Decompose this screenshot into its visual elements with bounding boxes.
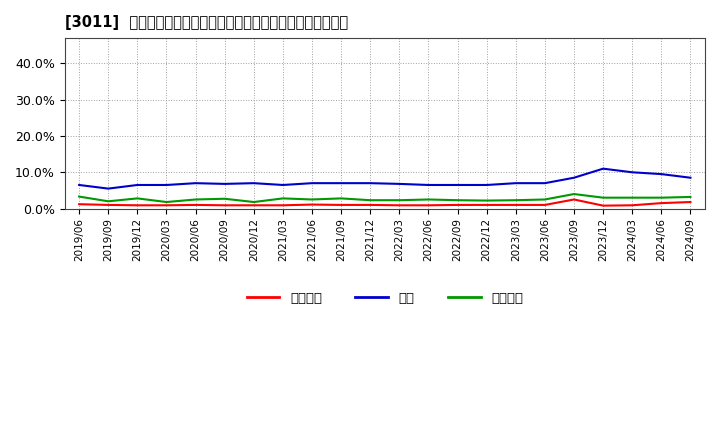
- 売上債権: [366, 202, 374, 208]
- 買入債務: [104, 198, 112, 204]
- 売上債権: [279, 203, 287, 208]
- 在庫: [657, 172, 666, 177]
- 在庫: [133, 182, 142, 187]
- 在庫: [424, 182, 433, 187]
- 買入債務: [454, 198, 462, 203]
- 売上債権: [307, 202, 316, 207]
- 在庫: [307, 180, 316, 186]
- 在庫: [395, 181, 404, 187]
- 在庫: [366, 180, 374, 186]
- 買入債務: [570, 191, 578, 197]
- 売上債権: [104, 202, 112, 208]
- 売上債権: [337, 202, 346, 208]
- 売上債権: [395, 203, 404, 208]
- 買入債務: [482, 198, 491, 203]
- Line: 売上債権: 売上債権: [79, 199, 690, 205]
- 買入債務: [599, 195, 608, 200]
- 買入債務: [162, 199, 171, 205]
- 在庫: [482, 182, 491, 187]
- 買入債務: [366, 198, 374, 203]
- 売上債権: [192, 202, 200, 208]
- 買入債務: [657, 195, 666, 200]
- 在庫: [279, 182, 287, 187]
- 在庫: [162, 182, 171, 187]
- 買入債務: [133, 196, 142, 201]
- 売上債権: [424, 203, 433, 208]
- 買入債務: [424, 197, 433, 202]
- 買入債務: [307, 197, 316, 202]
- Line: 在庫: 在庫: [79, 169, 690, 189]
- Text: [3011]  売上債権、在庫、買入債務の総資産に対する比率の推移: [3011] 売上債権、在庫、買入債務の総資産に対する比率の推移: [65, 15, 348, 30]
- 買入債務: [395, 198, 404, 203]
- 買入債務: [337, 196, 346, 201]
- 買入債務: [628, 195, 636, 200]
- 在庫: [599, 166, 608, 171]
- 在庫: [628, 170, 636, 175]
- 売上債権: [599, 203, 608, 208]
- 売上債権: [628, 203, 636, 208]
- 在庫: [454, 182, 462, 187]
- 買入債務: [686, 194, 695, 200]
- 売上債権: [133, 203, 142, 208]
- 在庫: [192, 180, 200, 186]
- 買入債務: [511, 198, 520, 203]
- 売上債権: [511, 202, 520, 208]
- 売上債権: [541, 202, 549, 208]
- 在庫: [75, 182, 84, 187]
- 売上債権: [686, 199, 695, 205]
- 売上債権: [454, 202, 462, 208]
- 売上債権: [75, 202, 84, 207]
- 買入債務: [541, 197, 549, 202]
- 売上債権: [482, 202, 491, 208]
- Legend: 売上債権, 在庫, 買入債務: 売上債権, 在庫, 買入債務: [241, 287, 528, 310]
- 買入債務: [279, 196, 287, 201]
- 在庫: [104, 186, 112, 191]
- 買入債務: [250, 199, 258, 205]
- 在庫: [250, 180, 258, 186]
- 買入債務: [75, 194, 84, 199]
- 売上債権: [250, 203, 258, 208]
- 売上債権: [570, 197, 578, 202]
- 在庫: [541, 180, 549, 186]
- 在庫: [511, 180, 520, 186]
- 在庫: [337, 180, 346, 186]
- 在庫: [570, 175, 578, 180]
- 買入債務: [192, 197, 200, 202]
- 在庫: [686, 175, 695, 180]
- Line: 買入債務: 買入債務: [79, 194, 690, 202]
- 在庫: [220, 181, 229, 187]
- 売上債権: [162, 203, 171, 208]
- 買入債務: [220, 196, 229, 202]
- 売上債権: [220, 203, 229, 208]
- 売上債権: [657, 201, 666, 206]
